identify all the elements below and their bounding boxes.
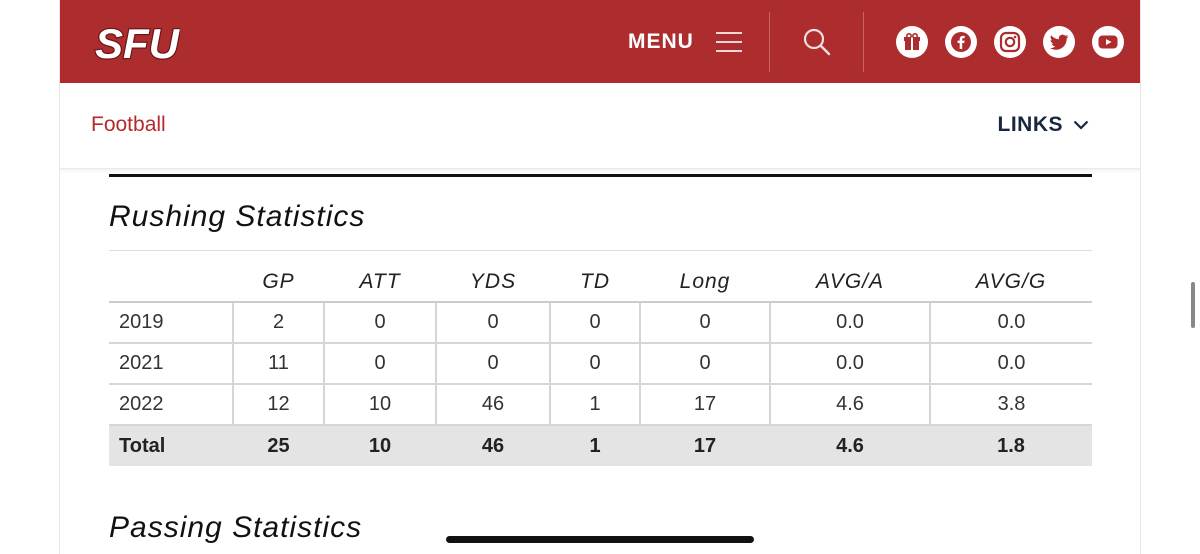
table-cell: 11 — [233, 343, 325, 385]
site-header: SFU MENU — [60, 0, 1140, 83]
table-row: 2019 2 0 0 0 0 0.0 0.0 — [109, 302, 1092, 344]
table-cell: 0.0 — [770, 343, 931, 385]
table-cell: 4.6 — [770, 384, 931, 426]
page: SFU MENU — [59, 0, 1141, 554]
instagram-icon[interactable] — [994, 26, 1026, 58]
header-divider — [863, 12, 864, 72]
table-cell: 2 — [233, 302, 325, 344]
table-row: 2021 11 0 0 0 0 0.0 0.0 — [109, 343, 1092, 385]
table-cell: 0 — [640, 302, 771, 344]
column-header — [109, 262, 233, 303]
table-cell: 2019 — [109, 302, 234, 344]
sfu-logo[interactable]: SFU — [94, 18, 180, 70]
table-cell: 2021 — [109, 343, 234, 385]
table-cell: 17 — [640, 384, 771, 426]
table-cell: 1 — [550, 384, 641, 426]
column-header: TD — [550, 262, 640, 303]
table-row: 2022 12 10 46 1 17 4.6 3.8 — [109, 384, 1092, 426]
table-cell: 0 — [324, 343, 437, 385]
table-cell: 10 — [324, 425, 436, 466]
table-cell: 4.6 — [770, 425, 930, 466]
table-total-row: Total 25 10 46 1 17 4.6 1.8 — [109, 425, 1092, 466]
table-cell: 0 — [436, 302, 551, 344]
home-indicator[interactable] — [446, 536, 754, 543]
title-divider — [109, 250, 1092, 251]
column-header: Long — [640, 262, 770, 303]
links-dropdown[interactable]: LINKS — [998, 113, 1090, 137]
table-cell: 2022 — [109, 384, 234, 426]
table-cell: 46 — [436, 425, 550, 466]
rushing-title: Rushing Statistics — [109, 200, 366, 233]
sport-subnav: Football LINKS — [60, 83, 1140, 169]
table-cell: 0 — [640, 343, 771, 385]
scrollbar[interactable] — [1191, 282, 1195, 328]
table-cell: 0.0 — [930, 302, 1092, 344]
chevron-down-icon — [1073, 120, 1089, 130]
table-cell: 3.8 — [930, 384, 1092, 426]
section-rule — [109, 174, 1092, 177]
sport-link[interactable]: Football — [91, 113, 166, 136]
table-cell: 0 — [436, 343, 551, 385]
table-cell: 17 — [640, 425, 770, 466]
header-divider — [769, 12, 770, 72]
facebook-icon[interactable] — [945, 26, 977, 58]
gift-icon[interactable] — [896, 26, 928, 58]
table-header-row: GP ATT YDS TD Long AVG/A AVG/G — [109, 262, 1092, 303]
social-links — [896, 26, 1124, 58]
table-cell: 0.0 — [930, 343, 1092, 385]
table-cell: 0 — [550, 302, 641, 344]
links-label: LINKS — [997, 113, 1063, 136]
menu-button[interactable]: MENU — [628, 27, 742, 57]
column-header: AVG/A — [770, 262, 930, 303]
column-header: YDS — [436, 262, 550, 303]
table-cell: 10 — [324, 384, 437, 426]
hamburger-icon — [715, 30, 742, 54]
table-cell: 0.0 — [770, 302, 931, 344]
table-cell: Total — [109, 425, 233, 466]
table-cell: 0 — [324, 302, 437, 344]
twitter-icon[interactable] — [1043, 26, 1075, 58]
youtube-icon[interactable] — [1092, 26, 1124, 58]
passing-title: Passing Statistics — [109, 511, 363, 544]
table-cell: 0 — [550, 343, 641, 385]
column-header: AVG/G — [930, 262, 1092, 303]
svg-text:SFU: SFU — [95, 20, 180, 67]
table-cell: 1 — [550, 425, 640, 466]
table-cell: 46 — [436, 384, 551, 426]
rushing-stats-table: GP ATT YDS TD Long AVG/A AVG/G 2019 2 0 … — [109, 262, 1092, 466]
menu-label: MENU — [628, 30, 694, 53]
column-header: ATT — [324, 262, 436, 303]
table-cell: 1.8 — [930, 425, 1092, 466]
table-cell: 12 — [233, 384, 325, 426]
table-cell: 25 — [233, 425, 324, 466]
column-header: GP — [233, 262, 324, 303]
search-icon[interactable] — [802, 27, 832, 57]
